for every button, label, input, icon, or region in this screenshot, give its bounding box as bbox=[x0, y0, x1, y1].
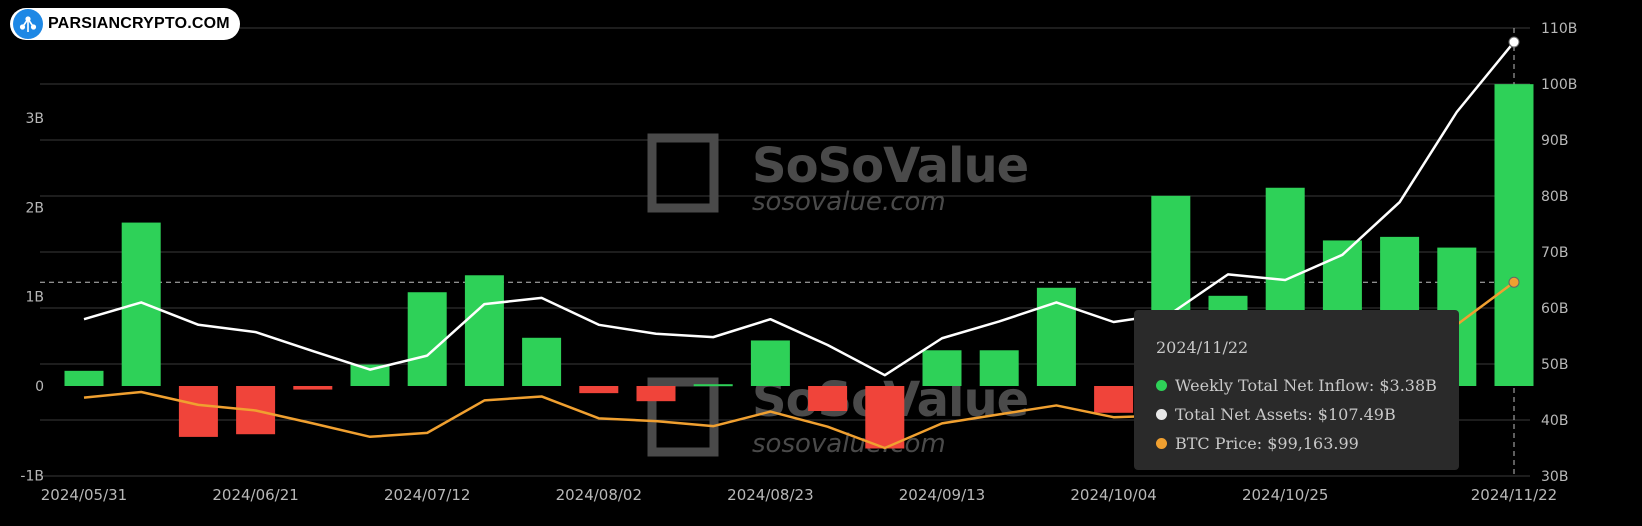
left-tick-label: 2B bbox=[25, 200, 44, 216]
inflow-bar bbox=[464, 275, 504, 386]
tooltip-assets-label: Total Net Assets: bbox=[1175, 405, 1313, 424]
inflow-bar bbox=[407, 292, 447, 386]
inflow-bar bbox=[750, 340, 790, 386]
right-tick-label: 70B bbox=[1541, 245, 1568, 261]
x-tick-label: 2024/05/31 bbox=[41, 486, 127, 504]
tooltip-btc-row: BTC Price: $99,163.99 bbox=[1156, 429, 1437, 458]
tooltip-btc-label: BTC Price: bbox=[1175, 434, 1263, 453]
tooltip-assets-value: $107.49B bbox=[1317, 405, 1396, 424]
watermark-url: sosovalue.com bbox=[752, 187, 946, 217]
x-tick-label: 2024/08/02 bbox=[556, 486, 642, 504]
right-tick-label: 110B bbox=[1541, 21, 1577, 37]
total-net-assets-line-point bbox=[1508, 36, 1520, 48]
inflow-bar bbox=[1494, 84, 1534, 386]
inflow-bar bbox=[865, 386, 905, 449]
inflow-bar bbox=[979, 350, 1019, 386]
right-tick-label: 100B bbox=[1541, 77, 1577, 93]
inflow-bar bbox=[522, 337, 562, 386]
inflow-bar bbox=[636, 386, 676, 402]
inflow-bar bbox=[178, 386, 218, 437]
inflow-bar bbox=[693, 384, 733, 387]
chart-tooltip: 2024/11/22 Weekly Total Net Inflow: $3.3… bbox=[1134, 310, 1459, 470]
left-tick-label: -1B bbox=[20, 468, 44, 484]
brand-logo-icon bbox=[13, 9, 43, 39]
inflow-bar bbox=[1036, 287, 1076, 386]
tooltip-btc-value: $99,163.99 bbox=[1267, 434, 1359, 453]
btc-price-line-point bbox=[1508, 276, 1520, 288]
right-tick-label: 60B bbox=[1541, 301, 1568, 317]
inflow-bar bbox=[579, 386, 619, 394]
btc-dot-icon bbox=[1156, 438, 1167, 449]
x-tick-label: 2024/06/21 bbox=[212, 486, 298, 504]
tooltip-inflow-value: $3.38B bbox=[1379, 376, 1437, 395]
right-tick-label: 50B bbox=[1541, 357, 1568, 373]
x-tick-label: 2024/10/25 bbox=[1242, 486, 1328, 504]
x-tick-label: 2024/08/23 bbox=[727, 486, 813, 504]
right-tick-label: 40B bbox=[1541, 413, 1568, 429]
assets-dot-icon bbox=[1156, 409, 1167, 420]
left-axis-ticks: -1B 0 1B 2B 3B bbox=[20, 111, 44, 484]
inflow-bar bbox=[350, 364, 390, 386]
tooltip-date: 2024/11/22 bbox=[1156, 338, 1249, 357]
x-axis-ticks: 2024/05/31 2024/06/21 2024/07/12 2024/08/02… bbox=[41, 486, 1557, 504]
tooltip-assets-row: Total Net Assets: $107.49B bbox=[1156, 400, 1437, 429]
total-net-assets-line bbox=[83, 41, 1515, 377]
inflow-bar bbox=[922, 350, 962, 386]
left-tick-label: 0 bbox=[35, 379, 44, 395]
inflow-bar bbox=[64, 370, 104, 386]
inflow-bar bbox=[121, 222, 161, 386]
right-tick-label: 80B bbox=[1541, 189, 1568, 205]
inflow-dot-icon bbox=[1156, 380, 1167, 391]
right-tick-label: 30B bbox=[1541, 469, 1568, 485]
inflow-bar bbox=[1094, 386, 1134, 413]
gridlines bbox=[40, 27, 1530, 477]
left-tick-label: 1B bbox=[25, 290, 44, 306]
watermark-name: SoSoValue bbox=[752, 138, 1028, 194]
left-tick-label: 3B bbox=[25, 111, 44, 127]
sosovalue-watermark-top: SoSoValue sosovalue.com bbox=[647, 133, 1029, 217]
x-tick-label: 2024/07/12 bbox=[384, 486, 470, 504]
right-tick-label: 90B bbox=[1541, 133, 1568, 149]
right-axis-ticks: 30B 40B 50B 60B 70B 80B 90B 100B 110B bbox=[1541, 21, 1577, 485]
brand-badge[interactable]: PARSIANCRYPTO.COM bbox=[10, 8, 240, 40]
inflow-bar bbox=[293, 386, 333, 390]
tooltip-inflow-row: Weekly Total Net Inflow: $3.38B bbox=[1156, 371, 1437, 400]
x-tick-label: 2024/11/22 bbox=[1471, 486, 1557, 504]
inflow-bar bbox=[808, 386, 848, 412]
x-tick-label: 2024/09/13 bbox=[899, 486, 985, 504]
x-tick-label: 2024/10/04 bbox=[1070, 486, 1156, 504]
brand-name: PARSIANCRYPTO.COM bbox=[48, 15, 230, 32]
tooltip-inflow-label: Weekly Total Net Inflow: bbox=[1175, 376, 1375, 395]
